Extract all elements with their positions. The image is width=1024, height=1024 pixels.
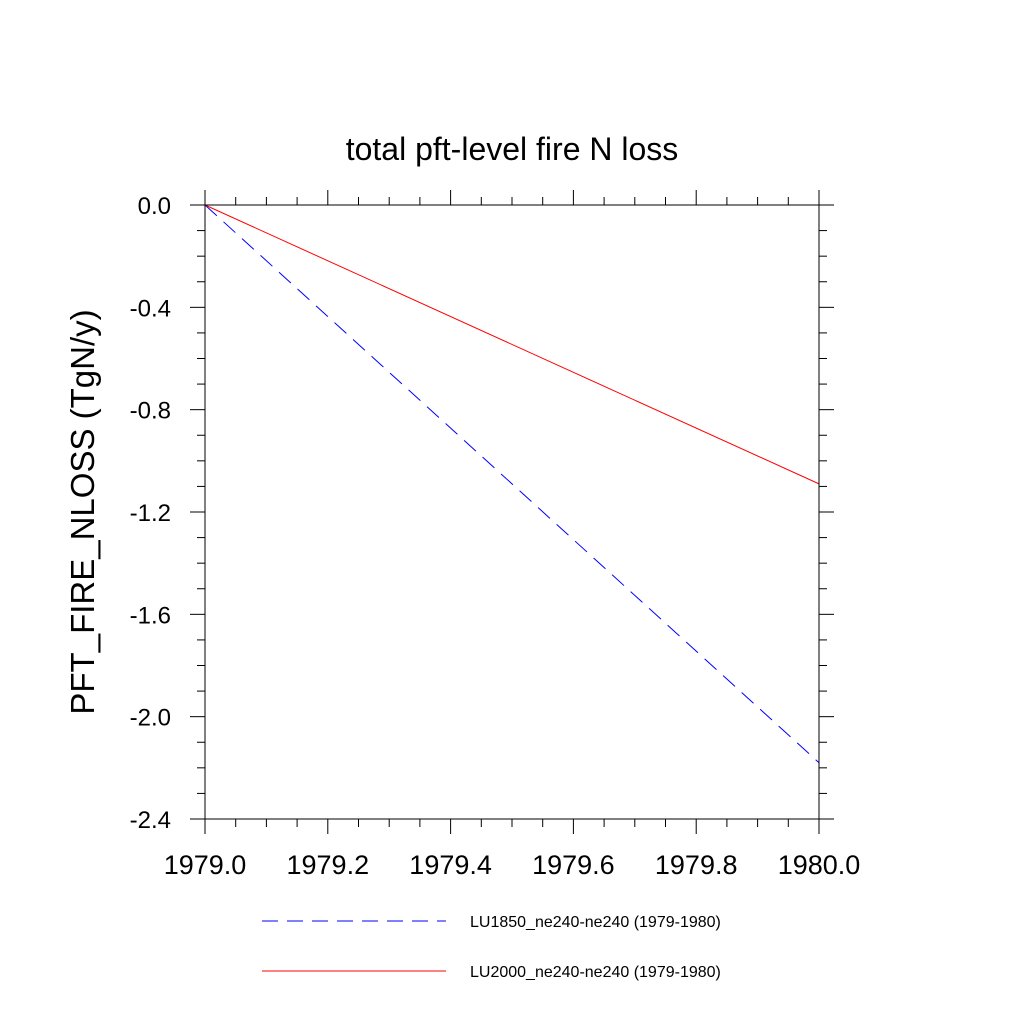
x-tick-label: 1979.2: [287, 850, 370, 880]
y-axis-label: PFT_FIRE_NLOSS (TgN/y): [64, 309, 101, 714]
tick-labels: 1979.0 1979.2 1979.4 1979.6 1979.8 1980.0 0.0 -…: [130, 193, 861, 880]
y-tick-label: -1.6: [130, 602, 171, 629]
x-tick-label: 1979.8: [655, 850, 738, 880]
y-tick-label: -0.4: [130, 295, 171, 322]
x-tick-label: 1980.0: [778, 850, 861, 880]
y-tick-label: -2.4: [130, 807, 171, 834]
y-tick-label: -1.2: [130, 500, 171, 527]
series-line-1: [204, 204, 820, 764]
y-tick-label: 0.0: [138, 193, 171, 220]
chart-title: total pft-level fire N loss: [346, 131, 679, 167]
y-tick-label: -2.0: [130, 705, 171, 732]
legend-label-2: LU2000_ne240-ne240 (1979-1980): [470, 964, 721, 981]
x-tick-label: 1979.6: [532, 850, 615, 880]
axis-ticks: [190, 190, 834, 834]
x-tick-label: 1979.0: [164, 850, 247, 880]
y-tick-label: -0.8: [130, 398, 171, 425]
plot-frame: [204, 204, 820, 820]
legend: LU1850_ne240-ne240 (1979-1980) LU2000_ne2…: [262, 914, 721, 981]
series-lines: [204, 204, 820, 764]
legend-label-1: LU1850_ne240-ne240 (1979-1980): [470, 914, 721, 931]
x-tick-label: 1979.4: [409, 850, 492, 880]
series-line-2: [204, 204, 820, 485]
